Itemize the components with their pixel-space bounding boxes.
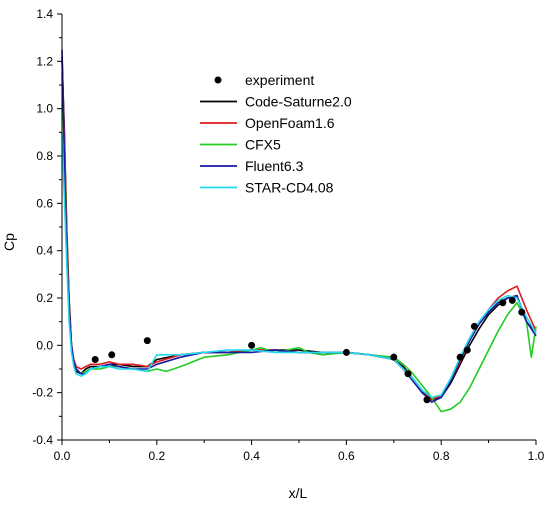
x-tick-label: 0.0 <box>54 449 71 463</box>
legend-label-star-cd4-08: STAR-CD4.08 <box>245 180 334 196</box>
legend-label-experiment: experiment <box>245 72 314 88</box>
y-tick-label: 0.6 <box>36 196 53 210</box>
y-tick-label: 0.0 <box>36 338 53 352</box>
experiment-point <box>143 337 151 345</box>
experiment-layer <box>91 296 526 404</box>
experiment-point <box>404 370 412 378</box>
legend: experiment Code-Saturne2.0 OpenFoam1.6 CFX5… <box>200 72 352 196</box>
legend-label-code-saturne2-0: Code-Saturne2.0 <box>245 94 352 110</box>
experiment-point <box>248 341 256 349</box>
experiment-point <box>463 346 471 354</box>
series-line-star-cd4-08 <box>61 132 537 399</box>
y-tick-label: 1.0 <box>36 102 53 116</box>
x-tick-label: 0.4 <box>243 449 260 463</box>
legend-marker-experiment <box>214 76 222 84</box>
y-tick-label: -0.4 <box>32 433 53 447</box>
x-tick-label: 0.2 <box>148 449 165 463</box>
y-tick-label: -0.2 <box>32 386 53 400</box>
legend-label-fluent6-3: Fluent6.3 <box>245 158 304 174</box>
experiment-point <box>390 353 398 361</box>
y-axis-label: Cp <box>1 233 17 251</box>
x-tick-label: 1.0 <box>528 449 545 463</box>
experiment-point <box>518 308 526 316</box>
y-tick-label: 0.8 <box>36 149 53 163</box>
x-tick-label: 0.8 <box>433 449 450 463</box>
experiment-point <box>91 356 99 364</box>
legend-label-openfoam1-6: OpenFoam1.6 <box>245 115 335 131</box>
experiment-point <box>342 348 350 356</box>
experiment-point <box>456 353 464 361</box>
legend-label-cfx5: CFX5 <box>245 137 281 153</box>
y-tick-label: 0.2 <box>36 291 53 305</box>
y-tick-label: 0.4 <box>36 244 53 258</box>
y-tick-label: 1.2 <box>36 54 53 68</box>
experiment-point <box>508 296 516 304</box>
x-axis-label: x/L <box>289 485 308 501</box>
experiment-point <box>108 351 116 359</box>
experiment-point <box>499 299 507 307</box>
x-tick-label: 0.6 <box>338 449 355 463</box>
y-tick-label: 1.4 <box>36 7 53 21</box>
series-layer <box>61 49 537 413</box>
experiment-point <box>470 322 478 330</box>
experiment-point <box>423 396 431 404</box>
ticks-layer: 0.0 0.2 0.4 0.6 0.8 1.0 -0.4 -0.2 0.0 0.2 0.4 0.6 0.… <box>32 7 544 463</box>
